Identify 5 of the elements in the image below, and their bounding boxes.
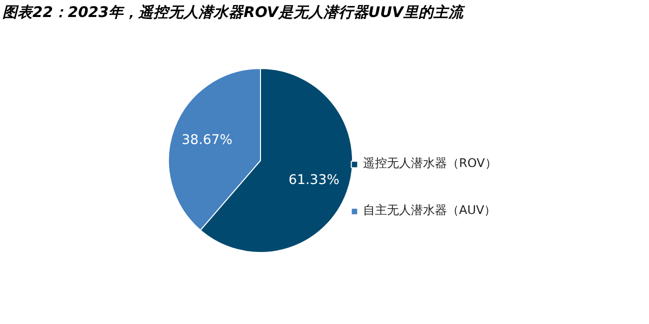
data-label: 38.67% (182, 133, 232, 148)
legend-label: 遥控无人潜水器（ROV） (363, 155, 497, 172)
data-label: 61.33% (288, 172, 340, 188)
legend-label: 自主无人潜水器（AUV） (363, 202, 496, 219)
chart-title: 图表22：2023年，遥控无人潜水器ROV是无人潜行器UUV里的主流 (2, 4, 466, 21)
